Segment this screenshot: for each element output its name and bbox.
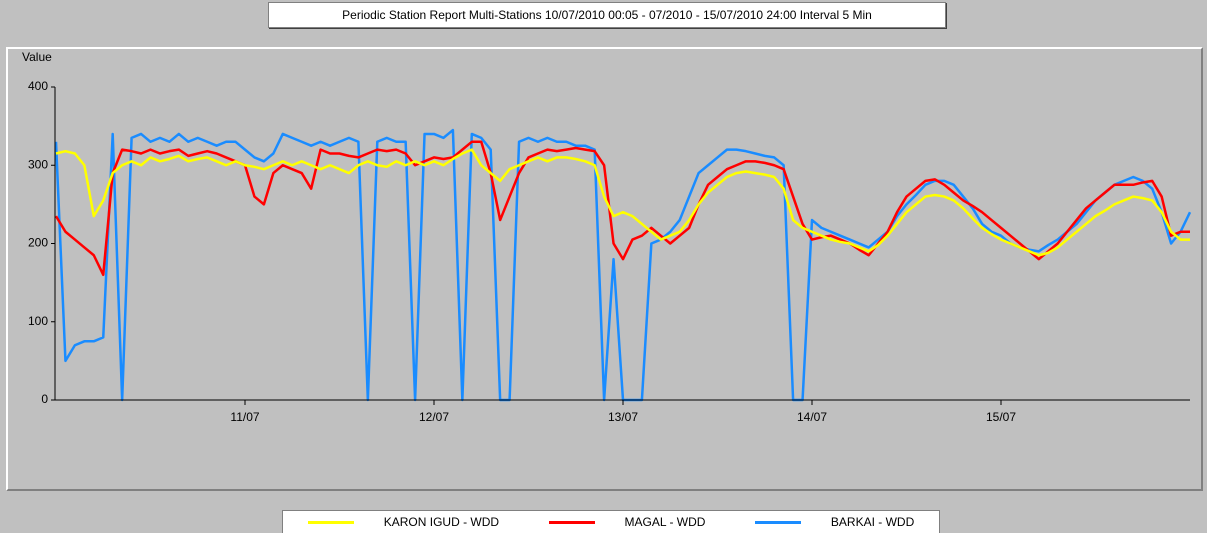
x-tick-label: 13/07 bbox=[608, 410, 638, 424]
y-tick-label: 100 bbox=[28, 314, 48, 328]
legend: KARON IGUD - WDD MAGAL - WDD BARKAI - WDD bbox=[282, 510, 940, 533]
series-line bbox=[54, 128, 1192, 402]
series-line bbox=[54, 140, 1190, 277]
legend-swatch bbox=[307, 520, 354, 524]
y-tick-label: 0 bbox=[41, 392, 48, 406]
x-tick-label: 11/07 bbox=[230, 410, 259, 424]
x-tick-label: 14/07 bbox=[797, 410, 827, 424]
y-tick-label: 300 bbox=[28, 157, 48, 171]
x-tick-label: 15/07 bbox=[986, 410, 1016, 424]
legend-item: KARON IGUD - WDD bbox=[307, 515, 500, 529]
legend-swatch bbox=[548, 520, 595, 524]
series-line bbox=[55, 148, 1190, 257]
y-tick-label: 400 bbox=[28, 79, 48, 93]
legend-swatch bbox=[754, 520, 801, 524]
chart-panel bbox=[6, 47, 1203, 491]
legend-label: BARKAI - WDD bbox=[830, 515, 915, 529]
legend-label: KARON IGUD - WDD bbox=[383, 515, 500, 529]
y-axis-title: Value bbox=[22, 50, 52, 64]
chart-title: Periodic Station Report Multi-Stations 1… bbox=[342, 8, 872, 22]
legend-item: BARKAI - WDD bbox=[754, 515, 915, 529]
x-tick-label: 12/07 bbox=[419, 410, 449, 424]
y-tick-label: 200 bbox=[28, 236, 48, 250]
legend-label: MAGAL - WDD bbox=[624, 515, 706, 529]
title-box: Periodic Station Report Multi-Stations 1… bbox=[268, 2, 946, 28]
legend-item: MAGAL - WDD bbox=[548, 515, 706, 529]
